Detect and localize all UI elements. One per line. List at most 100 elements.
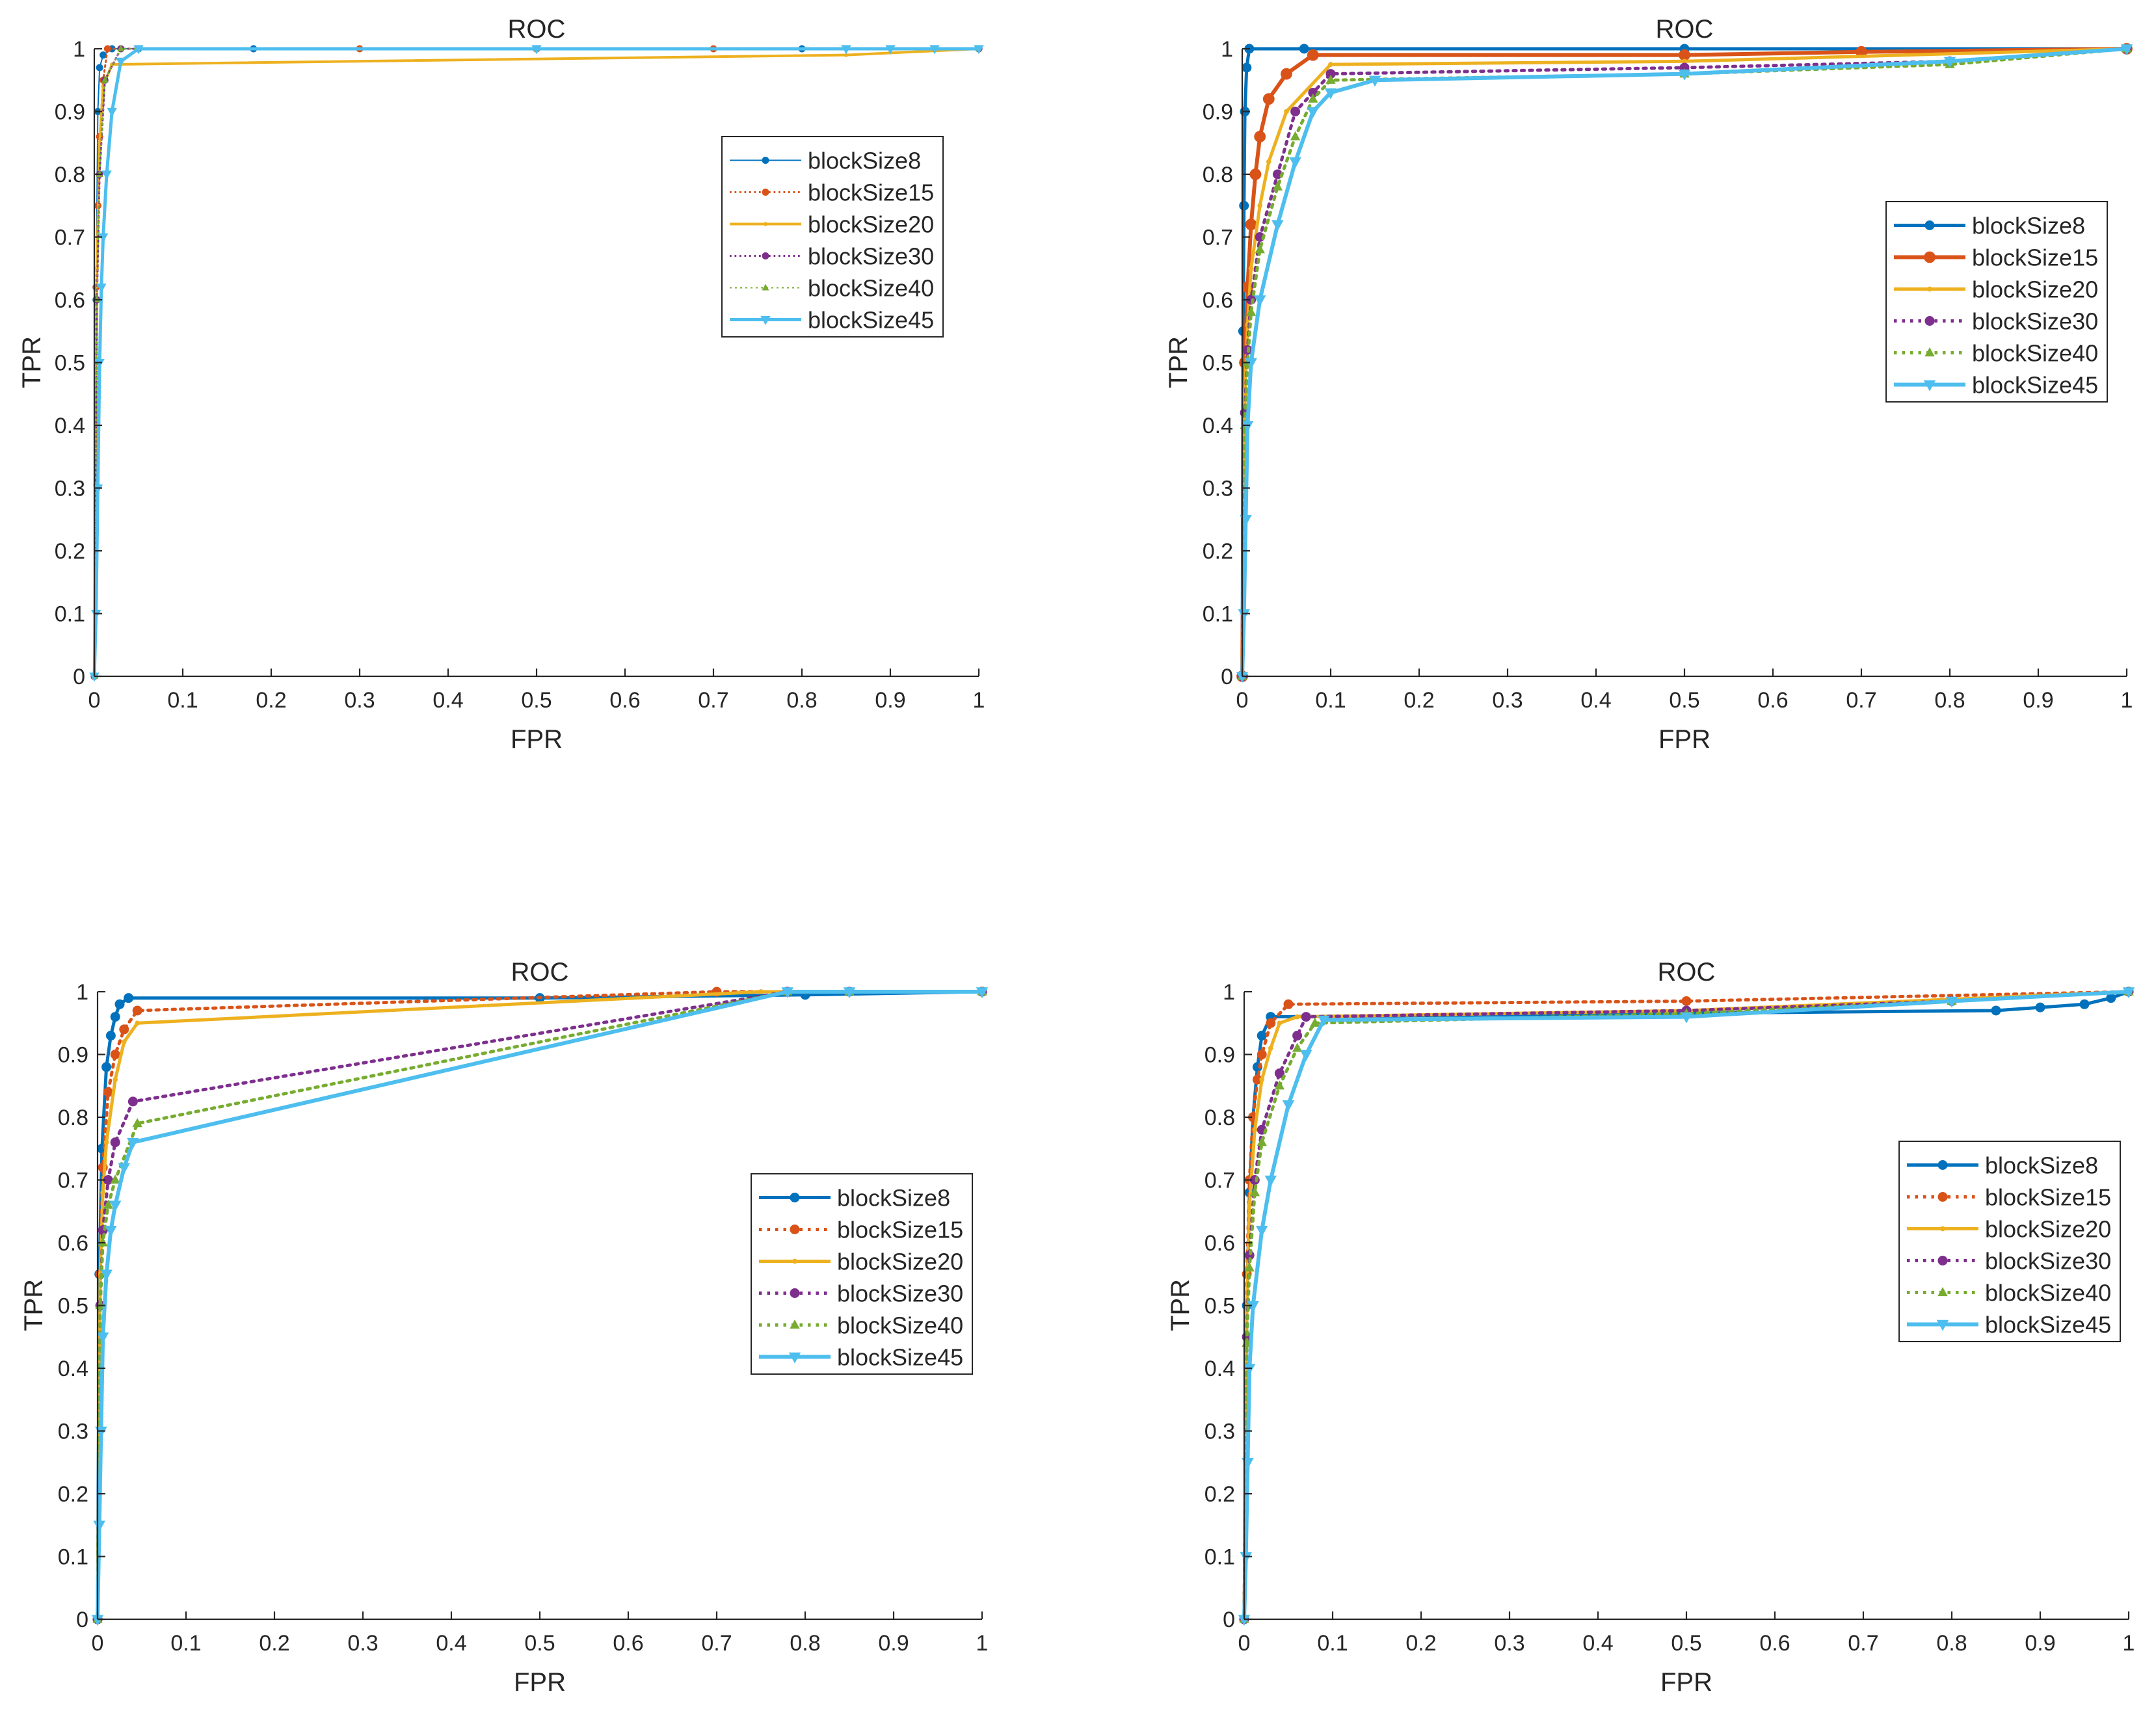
legend-marker	[790, 1193, 800, 1202]
x-axis-label: FPR	[514, 1668, 566, 1697]
x-tick-label: 0.6	[1759, 1631, 1790, 1656]
legend-entry-blockSize20: blockSize20	[1894, 276, 2098, 303]
y-tick-label: 0.6	[58, 1231, 88, 1256]
data-point-blockSize20	[1277, 1020, 1283, 1026]
y-tick-label: 0.7	[1203, 226, 1233, 250]
legend-label: blockSize15	[837, 1217, 963, 1243]
data-point-blockSize15	[1257, 1050, 1267, 1059]
legend-entry-blockSize45: blockSize45	[1894, 372, 2098, 399]
data-point-blockSize45	[1368, 75, 1381, 87]
legend-marker	[762, 284, 769, 291]
x-tick-label: 1	[973, 688, 985, 713]
data-point-blockSize45	[1241, 421, 1254, 432]
roc-panel-top-left: ROC 0 0.1 0.2 0.3 0.4 0.5 0.6 0.7 0.8 0.9 1 0 0.1 0.2…	[18, 15, 985, 754]
y-axis-label: TPR	[20, 1279, 48, 1331]
axes-layer: 0 0.1 0.2 0.3 0.4 0.5 0.6 0.7 0.8 0.9 1 0 0.1 0.2 0.3 0…	[58, 980, 989, 1656]
data-point-blockSize45	[1271, 220, 1284, 232]
data-point-blockSize45	[1680, 1012, 1693, 1024]
data-point-blockSize45	[1238, 1615, 1251, 1626]
x-tick-label: 0.1	[1317, 1631, 1348, 1656]
data-point-blockSize8	[1257, 1031, 1267, 1041]
panel-title: ROC	[1656, 15, 1714, 44]
legend: blockSize8 blockSize15 blockSize20 blockSiz…	[721, 136, 944, 338]
data-point-blockSize8	[1242, 62, 1252, 73]
data-point-blockSize45	[843, 987, 856, 999]
y-tick-label: 0.7	[1204, 1169, 1235, 1193]
y-tick-label: 0.1	[58, 1545, 88, 1570]
panel-title: ROC	[511, 958, 569, 987]
data-point-blockSize45	[1299, 1050, 1312, 1061]
data-point-blockSize20	[1682, 59, 1687, 64]
legend-entry-blockSize15: blockSize15	[730, 179, 934, 206]
legend-entry-blockSize30: blockSize30	[759, 1280, 963, 1307]
data-point-blockSize45	[118, 1163, 131, 1174]
data-point-blockSize30	[1301, 1012, 1311, 1022]
data-point-blockSize8	[105, 1031, 116, 1041]
y-tick-label: 0.6	[1204, 1231, 1235, 1256]
legend-box	[1898, 1141, 2121, 1342]
legend-label: blockSize20	[808, 211, 934, 238]
y-tick-label: 0.8	[1203, 163, 1233, 187]
legend-entry-blockSize8: blockSize8	[1907, 1152, 2098, 1179]
data-point-blockSize30	[127, 1096, 138, 1107]
axes-layer: 0 0.1 0.2 0.3 0.4 0.5 0.6 0.7 0.8 0.9 1 0 0.1 0.2 0.3 0…	[1204, 980, 2135, 1656]
x-tick-label: 0.7	[701, 1631, 732, 1656]
data-point-blockSize45	[1307, 107, 1320, 118]
data-point-blockSize20	[113, 1077, 118, 1082]
legend-marker	[762, 189, 769, 196]
y-tick-label: 0.6	[55, 288, 85, 313]
data-point-blockSize15	[1266, 1018, 1276, 1028]
x-tick-label: 0.2	[1404, 688, 1434, 713]
legend-label: blockSize20	[1972, 276, 2098, 303]
y-tick-label: 0.3	[55, 477, 85, 501]
data-point-blockSize45	[105, 1225, 117, 1237]
legend-marker	[1937, 1192, 1948, 1202]
x-tick-label: 0.7	[1846, 688, 1876, 713]
data-point-blockSize45	[1264, 1175, 1277, 1187]
y-tick-label: 0	[1221, 665, 1233, 689]
x-tick-label: 0.9	[878, 1631, 909, 1656]
data-point-blockSize20	[1284, 109, 1289, 114]
legend-marker	[790, 1319, 800, 1329]
data-point-blockSize40	[1325, 74, 1336, 84]
data-point-blockSize40	[103, 1199, 114, 1209]
x-tick-label: 0.4	[433, 688, 463, 713]
y-tick-label: 0.5	[1203, 351, 1233, 376]
legend-label: blockSize20	[837, 1249, 963, 1275]
legend: blockSize8 blockSize15 blockSize20 blockSiz…	[1885, 201, 2108, 403]
legend-label: blockSize15	[808, 179, 934, 206]
y-tick-label: 0.9	[1203, 100, 1233, 125]
data-point-blockSize8	[2079, 999, 2090, 1009]
data-point-blockSize45	[1255, 1225, 1268, 1237]
data-point-blockSize45	[101, 170, 112, 180]
y-tick-label: 0.5	[1204, 1294, 1235, 1319]
panel-title: ROC	[508, 15, 566, 44]
x-tick-label: 0.9	[2025, 1631, 2055, 1656]
y-tick-label: 0.2	[1204, 1482, 1235, 1507]
data-point-blockSize45	[1247, 1301, 1259, 1312]
data-point-blockSize40	[1249, 1187, 1260, 1197]
legend-marker	[1924, 220, 1935, 230]
x-tick-label: 0.4	[1580, 688, 1611, 713]
data-point-blockSize20	[758, 989, 764, 994]
data-point-blockSize45	[98, 233, 109, 243]
legend-label: blockSize40	[808, 275, 934, 302]
axes-layer: 0 0.1 0.2 0.3 0.4 0.5 0.6 0.7 0.8 0.9 1 0 0.1 0.2 0.3 0…	[1203, 37, 2133, 713]
data-point-blockSize15	[1283, 999, 1294, 1009]
data-point-blockSize45	[94, 358, 105, 368]
data-point-blockSize20	[1252, 1127, 1258, 1133]
x-tick-label: 0.4	[1582, 1631, 1613, 1656]
legend-entry-blockSize30: blockSize30	[1894, 308, 2098, 335]
legend-entry-blockSize40: blockSize40	[1894, 340, 2098, 367]
data-point-blockSize45	[127, 1137, 139, 1149]
legend-entry-blockSize15: blockSize15	[1894, 245, 2098, 271]
data-point-blockSize45	[1282, 1100, 1295, 1111]
x-tick-label: 0.9	[2023, 688, 2053, 713]
data-point-blockSize45	[1943, 57, 1956, 68]
data-point-blockSize45	[2120, 44, 2133, 56]
legend-label: blockSize45	[837, 1344, 963, 1371]
data-point-blockSize8	[96, 64, 103, 72]
data-point-blockSize8	[101, 1062, 112, 1072]
data-point-blockSize20	[121, 1039, 127, 1045]
